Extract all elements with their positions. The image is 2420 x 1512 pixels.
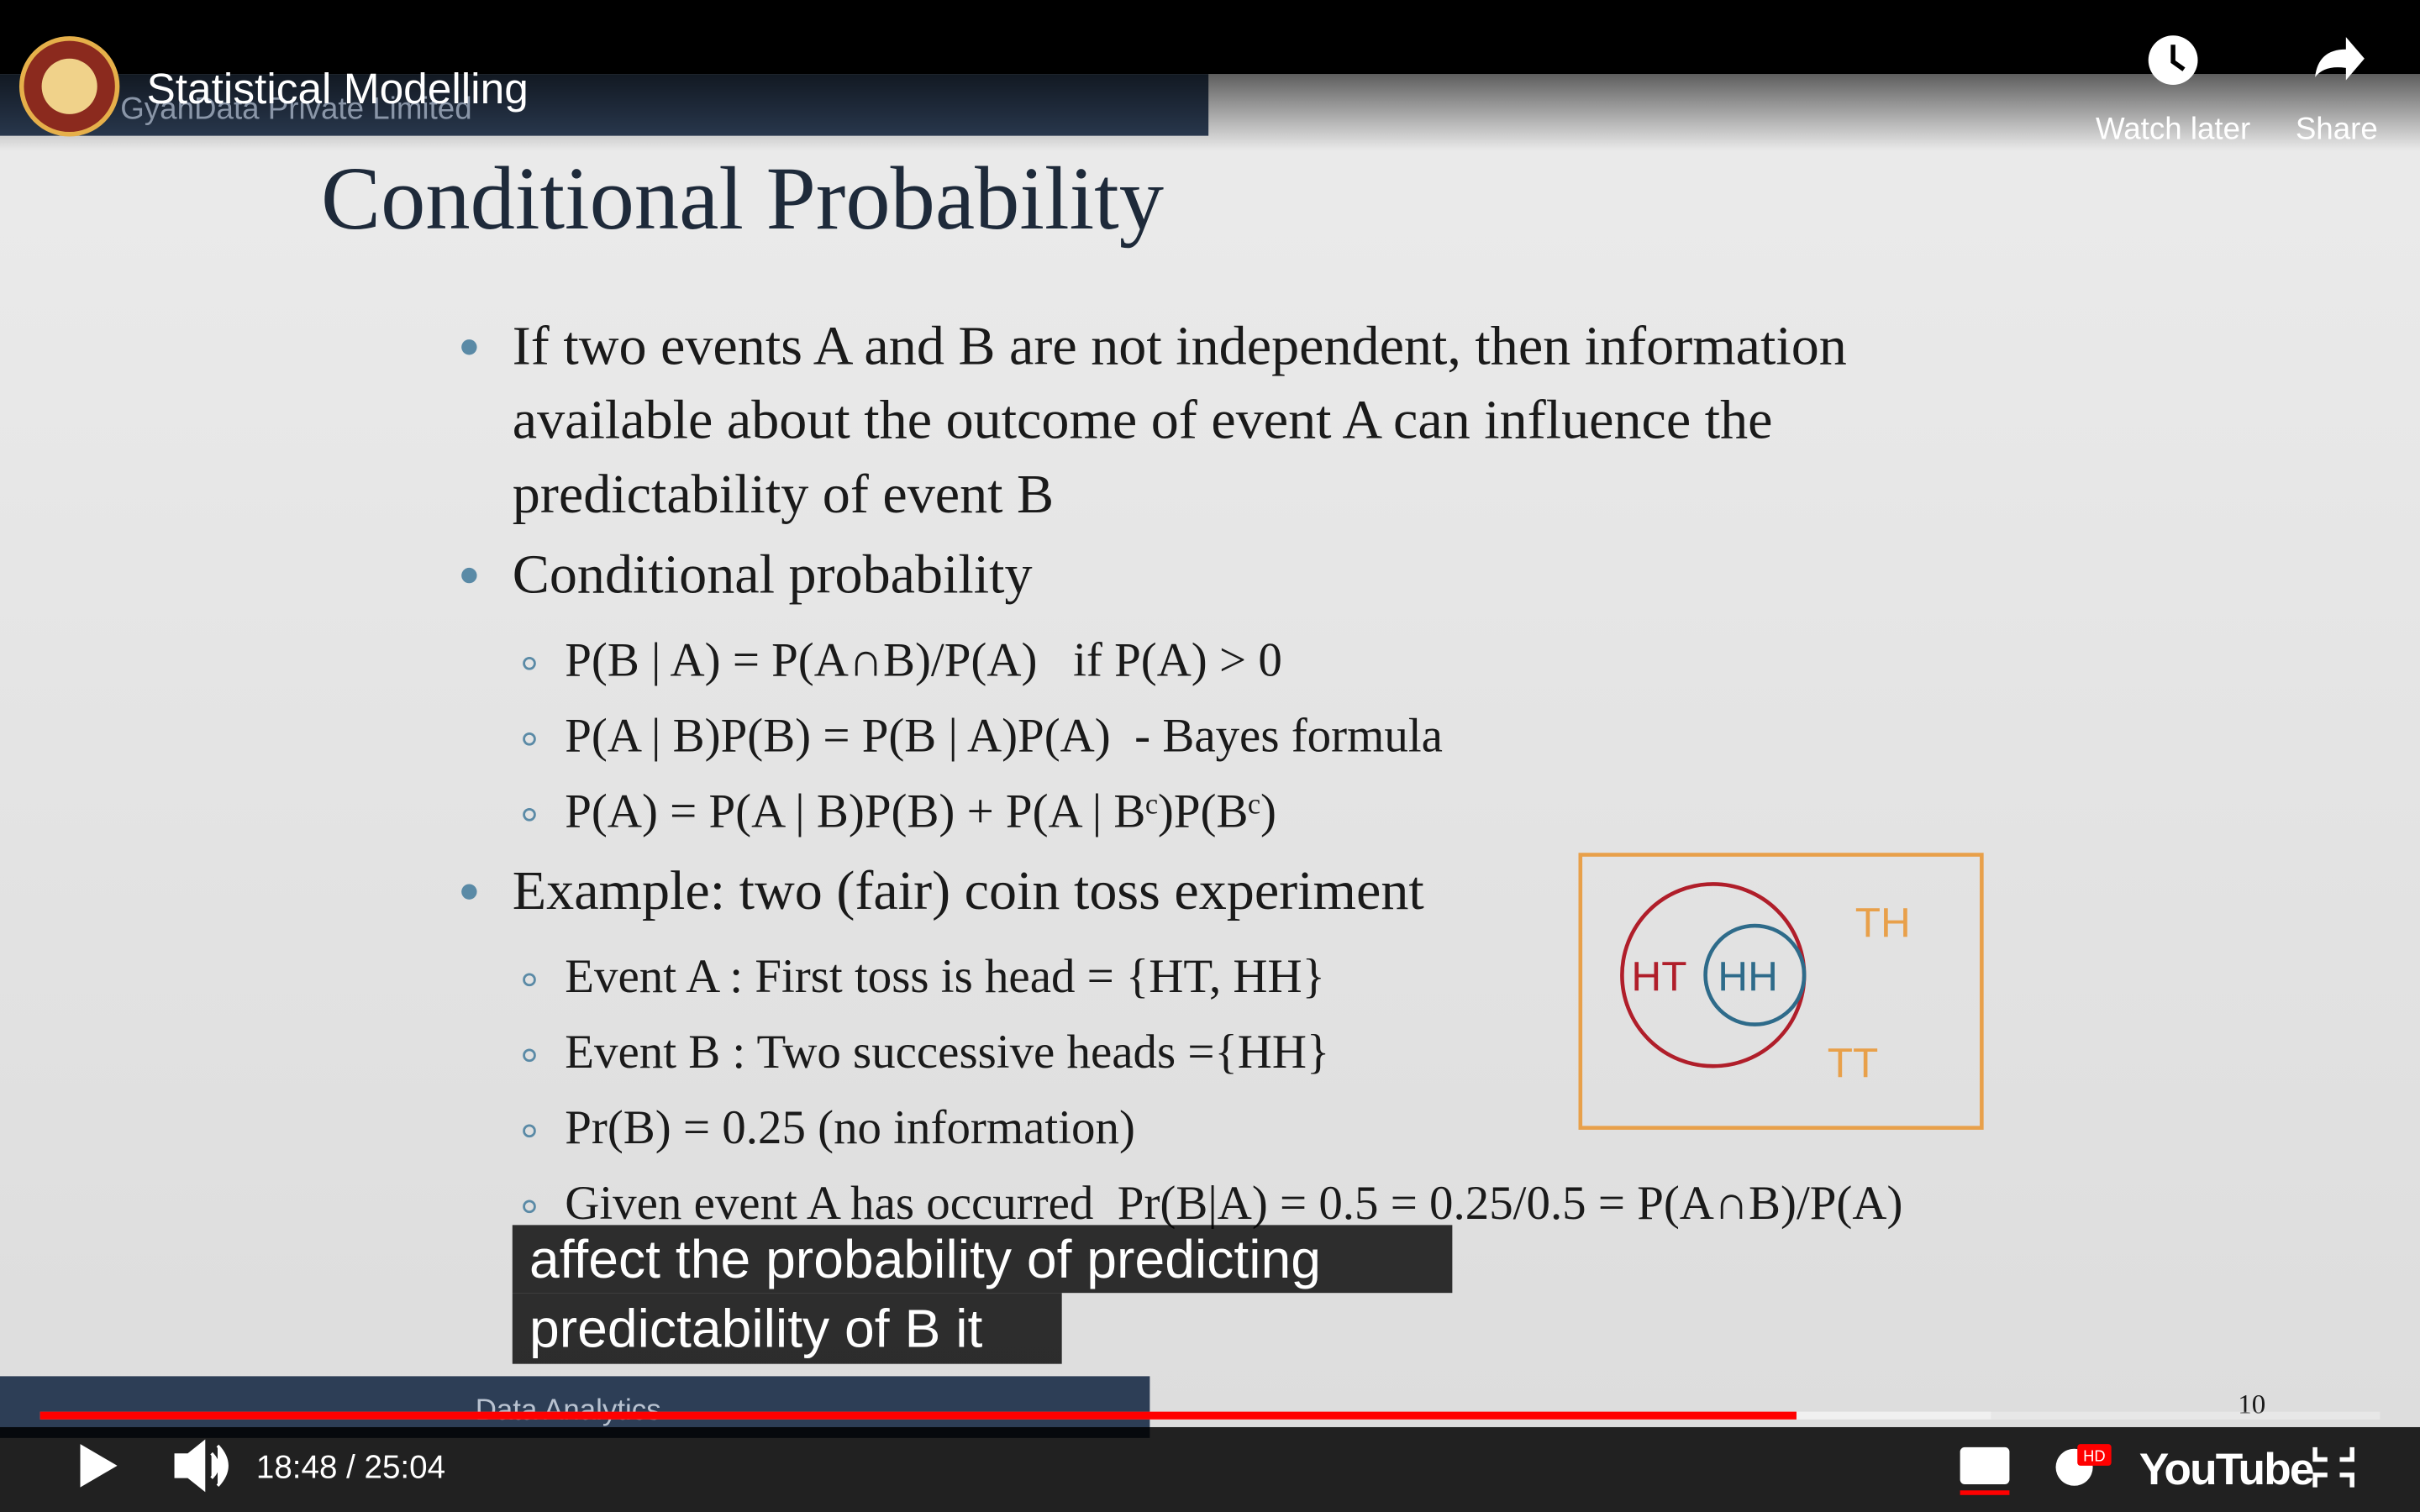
- sub-bullet-dot: [523, 1048, 536, 1063]
- caption-background: [512, 1293, 1062, 1364]
- captions-indicator: [1960, 1490, 2010, 1495]
- sub-bullet-dot: [523, 656, 536, 670]
- sub-bullet-text: Event B : Two successive heads ={HH}: [565, 1026, 1329, 1079]
- bullet-dot: [461, 884, 477, 900]
- clock-hands: [2170, 45, 2186, 71]
- venn-label: TH: [1855, 899, 1911, 946]
- bullet-dot: [461, 567, 477, 584]
- caption-background: [512, 1225, 1453, 1294]
- top-fade: [0, 74, 2420, 151]
- logo-inner: [41, 58, 97, 114]
- volume-button[interactable]: [174, 1439, 229, 1493]
- caption-line: affect the probability of predicting: [529, 1229, 1321, 1289]
- share-icon[interactable]: [2315, 37, 2365, 81]
- youtube-logo[interactable]: YouTube: [2139, 1445, 2315, 1494]
- hd-badge: [2077, 1444, 2112, 1466]
- bullet-dot: [461, 339, 477, 355]
- bullet-text: available about the outcome of event A c…: [513, 390, 1773, 451]
- venn-box: [1578, 853, 1984, 1130]
- sub-bullet-text: Given event A has occurred Pr(B|A) = 0.5…: [565, 1177, 1902, 1230]
- watermark: GyanData Private Limited: [120, 91, 471, 125]
- sub-bullet-text: P(A) = P(A | B)P(B) + P(A | Bᶜ)P(Bᶜ): [565, 785, 1276, 837]
- captions-button[interactable]: [1960, 1446, 2010, 1484]
- bullet-text: If two events A and B are not independen…: [513, 315, 1847, 376]
- time-display: 18:48 / 25:04: [256, 1450, 445, 1486]
- slide-page-number: 10: [2238, 1389, 2265, 1420]
- sub-bullet-dot: [523, 973, 536, 987]
- share-label[interactable]: Share: [2296, 111, 2378, 145]
- slide-title: Conditional Probability: [321, 150, 1164, 249]
- video-title[interactable]: Statistical Modelling: [146, 64, 528, 113]
- sub-bullet-dot: [523, 807, 536, 822]
- venn-label: HT: [1631, 953, 1686, 1000]
- bullet-text: Conditional probability: [513, 543, 1033, 605]
- top-bar: [0, 0, 2420, 75]
- sub-bullet-dot: [523, 732, 536, 746]
- play-button[interactable]: [80, 1444, 118, 1488]
- bullet-text: Example: two (fair) coin toss experiment: [513, 860, 1424, 921]
- venn-label: HH: [1718, 953, 1778, 1000]
- sub-bullet-text: Event A : First toss is head = {HT, HH}: [565, 950, 1325, 1003]
- sub-bullet-dot: [523, 1124, 536, 1138]
- progress-played: [39, 1411, 1797, 1420]
- sub-bullet-dot: [523, 1200, 536, 1214]
- venn-inner: [1703, 923, 1807, 1026]
- sub-bullet-text: Pr(B) = 0.25 (no information): [565, 1101, 1135, 1154]
- exit-fullscreen-button[interactable]: [2312, 1446, 2354, 1488]
- sub-bullet-text: P(A | B)P(B) = P(B | A)P(A) - Bayes form…: [565, 709, 1443, 762]
- caption-line: predictability of B it: [529, 1298, 982, 1358]
- hd-label: HD: [2083, 1446, 2106, 1464]
- bullet-text: predictability of event B: [513, 464, 1054, 525]
- controls-background: [0, 1426, 2420, 1512]
- slide-footer: Data Analytics: [476, 1394, 661, 1426]
- venn-label: TT: [1828, 1039, 1879, 1086]
- slide-body: If two events A and B are not independen…: [461, 315, 1902, 1230]
- sub-bullet-text: P(B | A) = P(A∩B)/P(A) if P(A) > 0: [565, 633, 1282, 686]
- watch-later-label[interactable]: Watch later: [2096, 111, 2250, 145]
